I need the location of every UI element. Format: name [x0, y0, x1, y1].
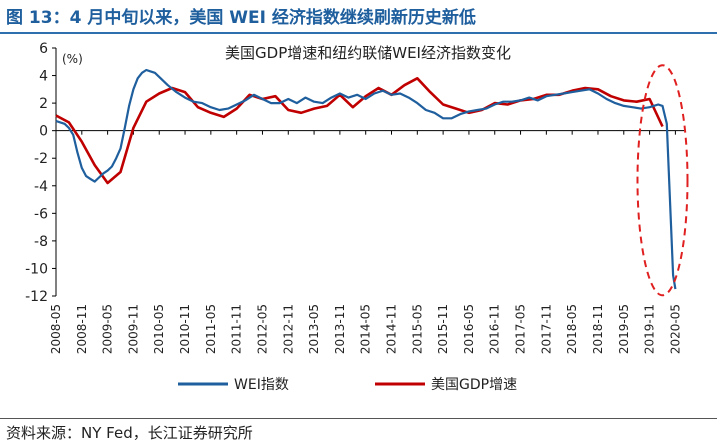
y-tick-label: -4 [34, 179, 48, 195]
y-tick-label: -6 [34, 206, 48, 222]
x-tick-label: 2014-05 [359, 304, 373, 354]
legend-gdp-label: 美国GDP增速 [431, 377, 517, 393]
y-tick-label: 6 [39, 41, 48, 57]
title-rule [0, 32, 717, 34]
y-tick-label: 4 [39, 69, 48, 85]
source-note: 资料来源：NY Fed，长江证券研究所 [6, 424, 253, 442]
x-tick-label: 2017-05 [514, 304, 528, 354]
x-tick-label: 2019-11 [643, 304, 657, 354]
x-tick-label: 2009-11 [126, 304, 140, 354]
x-tick-label: 2014-11 [385, 304, 399, 354]
x-tick-label: 2010-05 [152, 304, 166, 354]
x-tick-label: 2019-05 [617, 304, 631, 354]
y-tick-label: -10 [25, 261, 48, 277]
x-tick-label: 2009-05 [101, 304, 115, 354]
x-tick-label: 2013-05 [307, 304, 321, 354]
x-tick-label: 2013-11 [333, 304, 347, 354]
unit-label: (%) [62, 52, 83, 66]
x-tick-label: 2017-11 [539, 304, 553, 354]
chart-title: 美国GDP增速和纽约联储WEI经济指数变化 [225, 44, 511, 62]
x-tick-label: 2016-11 [488, 304, 502, 354]
y-tick-label: -2 [34, 151, 48, 167]
annotation-ellipse [636, 64, 689, 297]
y-tick-label: 0 [39, 124, 48, 140]
x-tick-label: 2018-05 [565, 304, 579, 354]
x-tick-label: 2011-05 [204, 304, 218, 354]
x-tick-label: 2015-05 [410, 304, 424, 354]
y-tick-label: -8 [34, 234, 48, 250]
x-tick-label: 2012-11 [281, 304, 295, 354]
x-tick-label: 2008-11 [75, 304, 89, 354]
figure-title: 图 13：4 月中旬以来，美国 WEI 经济指数继续刷新历史新低 [6, 8, 476, 28]
footer-rule [0, 418, 717, 419]
legend-wei-label: WEI指数 [234, 377, 289, 393]
series-wei-line [55, 68, 677, 290]
x-tick-label: 2012-05 [255, 304, 269, 354]
x-tick-label: 2016-05 [462, 304, 476, 354]
x-tick-label: 2018-11 [591, 304, 605, 354]
x-tick-label: 2008-05 [49, 304, 63, 354]
x-tick-label: 2020-05 [668, 304, 682, 354]
x-tick-label: 2011-11 [230, 304, 244, 354]
x-tick-label: 2015-11 [436, 304, 450, 354]
y-tick-label: -12 [25, 289, 48, 305]
y-tick-label: 2 [39, 96, 48, 112]
x-tick-label: 2010-11 [178, 304, 192, 354]
